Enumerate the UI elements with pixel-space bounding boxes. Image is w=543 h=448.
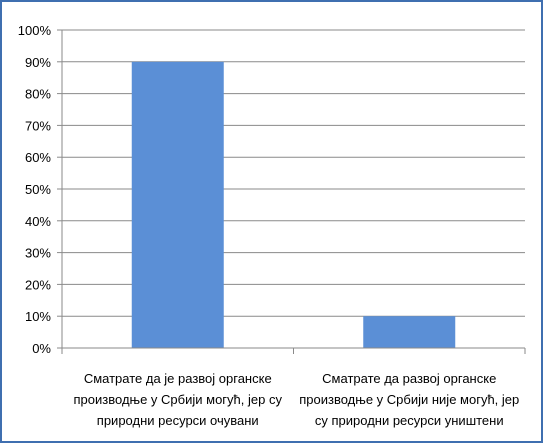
x-category-label: Сматрате да развој органске xyxy=(322,371,496,386)
y-tick-label: 80% xyxy=(25,87,51,102)
grid-layer xyxy=(57,29,526,354)
x-category-label: Сматрате да је развој органске xyxy=(84,371,272,386)
y-tick-label: 40% xyxy=(25,214,51,229)
y-tick-label: 0% xyxy=(32,341,51,356)
y-axis-tick-labels: 0% 10% 20% 30% 40% 50% 60% 70% 80% 90% 100% xyxy=(18,23,52,356)
y-tick-label: 50% xyxy=(25,182,51,197)
x-category-label: природни ресурси очувани xyxy=(97,413,259,428)
bar xyxy=(131,61,224,349)
y-tick-label: 30% xyxy=(25,246,51,261)
bar-layer xyxy=(131,61,456,349)
x-category-label: производње у Србији могућ, јер су xyxy=(74,392,283,407)
x-category-label: производње у Србији није могућ, јер xyxy=(299,392,519,407)
y-tick-label: 90% xyxy=(25,55,51,70)
y-tick-label: 70% xyxy=(25,118,51,133)
x-category-label: су природни ресурси уништени xyxy=(315,413,504,428)
bar xyxy=(363,316,456,348)
y-tick-label: 100% xyxy=(18,23,52,38)
y-tick-label: 10% xyxy=(25,309,51,324)
y-tick-label: 20% xyxy=(25,277,51,292)
x-axis-category-labels: Сматрате да је развој органске производње… xyxy=(74,371,520,428)
y-tick-label: 60% xyxy=(25,150,51,165)
